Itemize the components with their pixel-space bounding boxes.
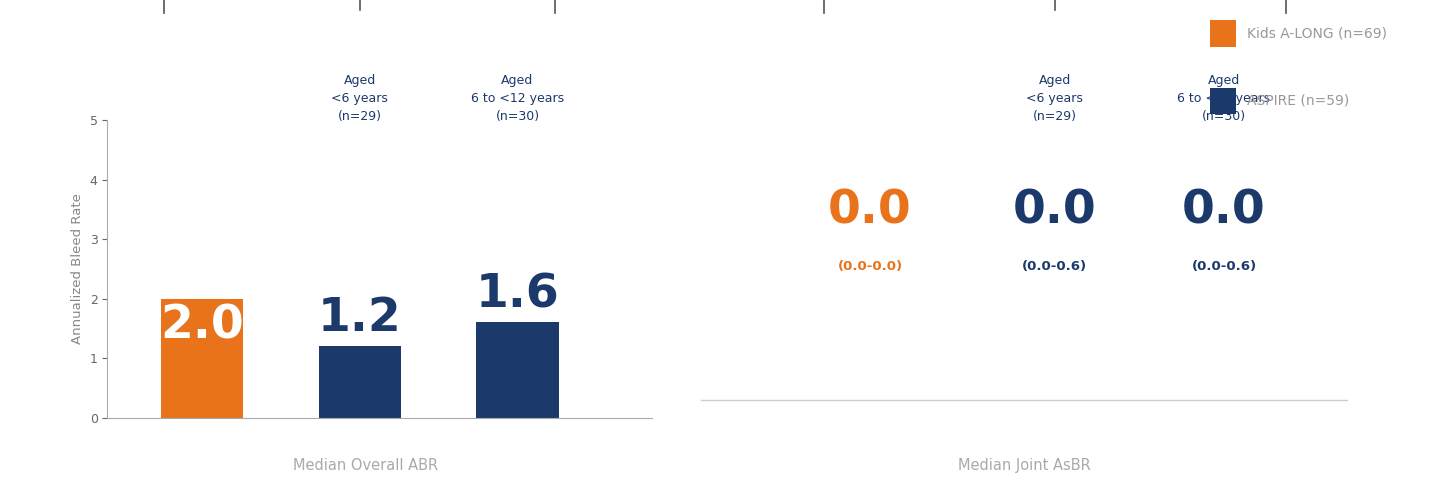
Text: (0.0-4.0): (0.0-4.0) <box>169 378 235 391</box>
Text: Aged: Aged <box>1207 74 1240 87</box>
Text: 1.6: 1.6 <box>475 273 560 318</box>
Bar <box>160 299 243 418</box>
Text: Median Overall ABR: Median Overall ABR <box>292 458 438 473</box>
Text: (n=30): (n=30) <box>1201 110 1246 123</box>
Text: <6 years: <6 years <box>1027 92 1083 105</box>
Text: (0.0-0.6): (0.0-0.6) <box>1191 260 1256 273</box>
Text: 0.0: 0.0 <box>1012 188 1097 233</box>
Text: 0.0: 0.0 <box>828 188 912 233</box>
Text: Aged: Aged <box>501 74 534 87</box>
Text: (n=30): (n=30) <box>495 110 540 123</box>
Text: <6 years: <6 years <box>331 92 388 105</box>
Text: Aged: Aged <box>1038 74 1071 87</box>
Text: (0.0-0.6): (0.0-0.6) <box>1022 260 1087 273</box>
Text: (n=29): (n=29) <box>338 110 382 123</box>
Text: 2.0: 2.0 <box>160 303 243 348</box>
Text: Median Joint AsBR: Median Joint AsBR <box>958 458 1090 473</box>
Text: (n=29): (n=29) <box>1032 110 1077 123</box>
Text: 0.0: 0.0 <box>1183 188 1266 233</box>
Text: Aged: Aged <box>344 74 375 87</box>
Text: Kids A-LONG (n=69): Kids A-LONG (n=69) <box>1247 26 1388 41</box>
Y-axis label: Annualized Bleed Rate: Annualized Bleed Rate <box>72 193 84 344</box>
Text: 6 to <12 years: 6 to <12 years <box>471 92 564 105</box>
Bar <box>319 346 401 418</box>
Text: ASPIRE (n=59): ASPIRE (n=59) <box>1247 94 1349 108</box>
Text: (0.6-2.4): (0.6-2.4) <box>328 378 392 391</box>
Text: (0.0-0.0): (0.0-0.0) <box>838 260 902 273</box>
Text: 1.2: 1.2 <box>318 297 401 341</box>
Text: (0.6-3.6): (0.6-3.6) <box>485 378 550 391</box>
Text: 6 to <12 years: 6 to <12 years <box>1177 92 1270 105</box>
Bar <box>477 323 558 418</box>
